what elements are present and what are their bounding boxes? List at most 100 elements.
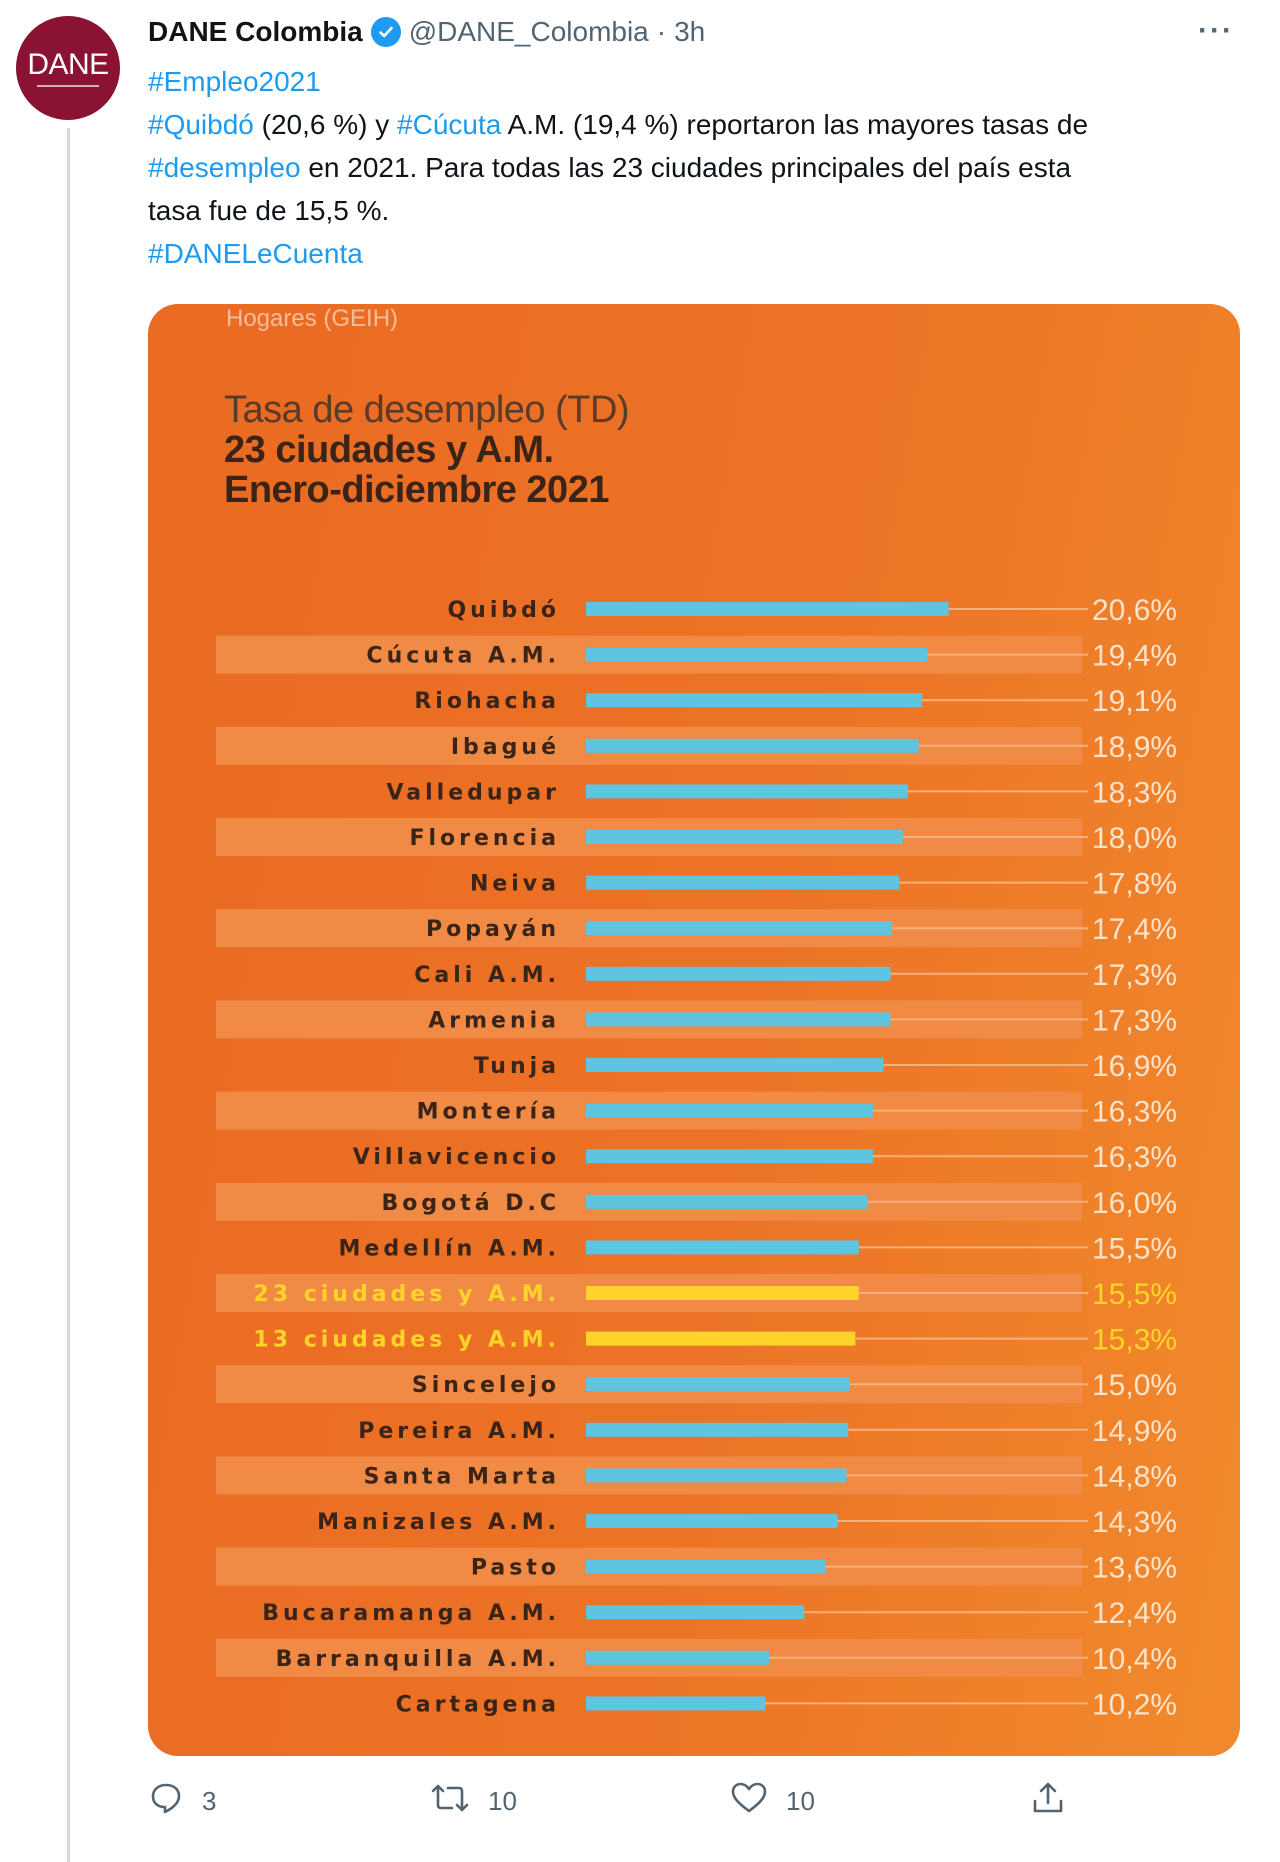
bar-25 [586, 1696, 766, 1711]
hashtag-quibdo[interactable]: #Quibdó [148, 109, 254, 140]
category-label: Florencia [409, 826, 560, 851]
category-label: Tunja [474, 1054, 560, 1079]
category-label: Armenia [428, 1008, 560, 1033]
category-label: Medellín A.M. [339, 1236, 560, 1261]
hashtag-empleo2021[interactable]: #Empleo2021 [148, 66, 321, 97]
bar-22 [586, 1559, 826, 1574]
value-label: 16,0% [1092, 1187, 1177, 1220]
heart-icon[interactable] [730, 1780, 768, 1823]
category-label: 23 ciudades y A.M. [253, 1282, 560, 1307]
bar-24 [586, 1650, 770, 1665]
bar-14 [586, 1194, 868, 1209]
value-label: 14,8% [1092, 1460, 1177, 1493]
value-label: 18,3% [1092, 776, 1177, 809]
tweet-image-card[interactable]: Hogares (GEIH) Tasa de desempleo (TD) 23… [148, 304, 1240, 1756]
reply-count: 3 [202, 1786, 217, 1816]
value-label: 17,3% [1092, 1004, 1177, 1037]
bar-6 [586, 830, 903, 844]
category-label: Bogotá D.C [381, 1191, 560, 1216]
avatar-logo-rule [37, 84, 99, 87]
bar-20 [586, 1468, 847, 1483]
tweet-actions: 3 10 10 [148, 1780, 1068, 1824]
value-label: 15,5% [1092, 1278, 1177, 1311]
chart-title-line3: Enero-diciembre 2021 [224, 469, 609, 511]
avatar[interactable]: DANE [16, 16, 120, 120]
timestamp[interactable]: 3h [674, 16, 706, 47]
category-label: Manizales A.M. [317, 1510, 560, 1535]
tweet-text-fragment: en 2021. Para todas las 23 ciudades prin… [300, 152, 1072, 183]
tweet-header: DANE Colombia @DANE_Colombia · 3h [148, 12, 705, 52]
separator-dot: · [656, 16, 667, 47]
like-action[interactable]: 10 [730, 1780, 815, 1823]
value-label: 14,9% [1092, 1415, 1177, 1448]
category-label: Pasto [471, 1556, 560, 1581]
value-label: 17,4% [1092, 913, 1177, 946]
category-label: Popayán [426, 917, 560, 942]
value-label: 18,9% [1092, 731, 1177, 764]
bar-10 [586, 1012, 891, 1027]
bar-chart: Quibdó 20,6% Cúcuta A.M. 19,4% Riohacha 19,1%… [216, 594, 1177, 1721]
category-label: Barranquilla A.M. [276, 1647, 560, 1672]
bar-8 [586, 921, 893, 936]
category-label: Ibagué [451, 735, 560, 760]
category-label: Neiva [470, 872, 560, 897]
hashtag-cucuta[interactable]: #Cúcuta [397, 109, 502, 140]
bar-7 [586, 875, 900, 890]
hashtag-danelecuenta[interactable]: #DANELeCuenta [148, 238, 363, 269]
value-label: 20,6% [1092, 594, 1177, 627]
value-label: 19,1% [1092, 685, 1177, 718]
bar-17 [586, 1331, 856, 1346]
category-label: Riohacha [414, 689, 560, 714]
bar-2 [586, 647, 928, 662]
value-label: 10,4% [1092, 1643, 1177, 1676]
bar-11 [586, 1058, 884, 1072]
value-label: 16,3% [1092, 1096, 1177, 1129]
bar-19 [586, 1422, 849, 1437]
bar-3 [586, 693, 923, 708]
category-label: Bucaramanga A.M. [262, 1601, 560, 1626]
verified-badge-icon [370, 17, 401, 47]
category-label: Sincelejo [412, 1373, 560, 1398]
bar-23 [586, 1605, 805, 1620]
value-label: 13,6% [1092, 1552, 1177, 1585]
value-label: 19,4% [1092, 640, 1177, 673]
category-label: Cúcuta A.M. [366, 644, 560, 669]
value-label: 16,9% [1092, 1050, 1177, 1083]
category-label: Villavicencio [353, 1145, 560, 1170]
bar-12 [586, 1103, 873, 1118]
chart-title-line1: Tasa de desempleo (TD) [224, 389, 630, 431]
value-label: 15,0% [1092, 1369, 1177, 1402]
category-label: Cartagena [396, 1692, 560, 1717]
value-label: 10,2% [1092, 1688, 1177, 1721]
bar-21 [586, 1514, 838, 1528]
value-label: 17,8% [1092, 868, 1177, 901]
retweet-count: 10 [488, 1786, 517, 1816]
retweet-action[interactable]: 10 [430, 1780, 517, 1823]
user-handle[interactable]: @DANE_Colombia [408, 16, 649, 47]
hashtag-desempleo[interactable]: #desempleo [148, 152, 301, 183]
value-label: 12,4% [1092, 1597, 1177, 1630]
bar-13 [586, 1149, 873, 1164]
category-label: Santa Marta [364, 1464, 560, 1489]
reply-action[interactable]: 3 [148, 1780, 216, 1823]
bar-1 [586, 602, 949, 616]
bar-15 [586, 1240, 859, 1255]
value-label: 14,3% [1092, 1506, 1177, 1539]
bar-5 [586, 784, 909, 799]
value-label: 15,5% [1092, 1232, 1177, 1265]
more-options-icon[interactable]: ··· [1198, 14, 1234, 47]
retweet-icon[interactable] [430, 1780, 470, 1823]
like-count: 10 [786, 1786, 815, 1816]
category-label: Quibdó [447, 598, 560, 623]
card-source: Hogares (GEIH) [226, 305, 399, 332]
reply-icon[interactable] [148, 1780, 184, 1823]
tweet-text-fragment: (20,6 %) y [253, 109, 398, 140]
share-icon[interactable] [1030, 1780, 1066, 1823]
tweet-text-fragment: tasa fue de 15,5 %. [148, 195, 390, 226]
display-name[interactable]: DANE Colombia [148, 16, 363, 47]
value-label: 17,3% [1092, 959, 1177, 992]
share-action[interactable] [1030, 1780, 1066, 1823]
value-label: 18,0% [1092, 822, 1177, 855]
bar-16 [586, 1286, 859, 1300]
value-label: 15,3% [1092, 1324, 1177, 1357]
